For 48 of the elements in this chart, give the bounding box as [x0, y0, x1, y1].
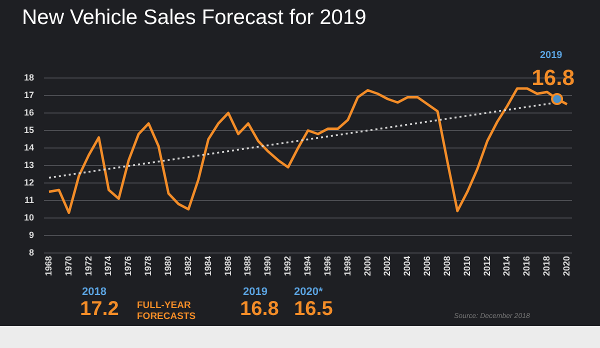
text: 2020*	[294, 286, 323, 298]
x-tick-label: 2008	[442, 256, 452, 276]
x-tick-label: 1990	[262, 256, 273, 276]
x-tick-label: 1986	[222, 256, 233, 276]
x-tick-label: 1992	[282, 256, 293, 276]
y-tick-label: 12	[24, 177, 34, 188]
text: 17.2	[80, 298, 119, 321]
y-tick-label: 14	[24, 142, 34, 152]
x-tick-label: 2010	[462, 256, 472, 276]
chart-title: New Vehicle Sales Forecast for 2019	[22, 6, 366, 30]
x-tick-label: 2016	[522, 256, 532, 276]
text: 2019	[540, 50, 562, 61]
x-tick-label: 2004	[402, 256, 412, 276]
x-tick-label: 1978	[143, 256, 154, 276]
y-tick-label: 16	[24, 107, 34, 118]
x-tick-label: 1974	[103, 256, 114, 276]
x-tick-label: 1968	[43, 256, 54, 276]
x-tick-label: 1988	[242, 256, 253, 276]
y-tick-label: 10	[24, 212, 34, 222]
y-tick-label: 17	[24, 90, 34, 100]
x-tick-label: 1994	[302, 256, 312, 276]
x-tick-label: 1980	[163, 256, 174, 276]
text: 16.8	[240, 298, 279, 321]
y-tick-label: 15	[24, 124, 34, 135]
y-tick-label: 9	[28, 230, 34, 240]
x-tick-label: 2000	[362, 256, 372, 276]
x-tick-label: 2006	[422, 256, 432, 276]
text: 2018	[82, 286, 106, 298]
y-tick-label: 13	[24, 160, 34, 170]
x-tick-label: 1984	[202, 256, 213, 276]
x-tick-label: 1998	[342, 256, 352, 276]
text: 2019	[243, 286, 268, 298]
x-tick-label: 1976	[123, 256, 134, 276]
x-tick-label: 2012	[482, 256, 492, 276]
x-tick-label: 1996	[322, 256, 332, 276]
y-tick-label: 11	[24, 194, 34, 205]
x-tick-label: 2020	[562, 256, 572, 276]
x-tick-label: 2014	[502, 256, 512, 276]
x-tick-label: 2002	[382, 256, 392, 276]
annotation: 16.8	[532, 65, 574, 90]
y-tick-label: 18	[24, 72, 34, 82]
text: FULL-YEAR FORECASTS	[137, 300, 197, 322]
x-tick-label: 1972	[83, 256, 94, 276]
x-tick-label: 1982	[182, 256, 193, 276]
x-tick-label: 1970	[63, 256, 74, 276]
text: 16.5	[294, 298, 333, 321]
x-tick-label: 2018	[542, 256, 552, 276]
y-tick-label: 8	[28, 247, 34, 258]
